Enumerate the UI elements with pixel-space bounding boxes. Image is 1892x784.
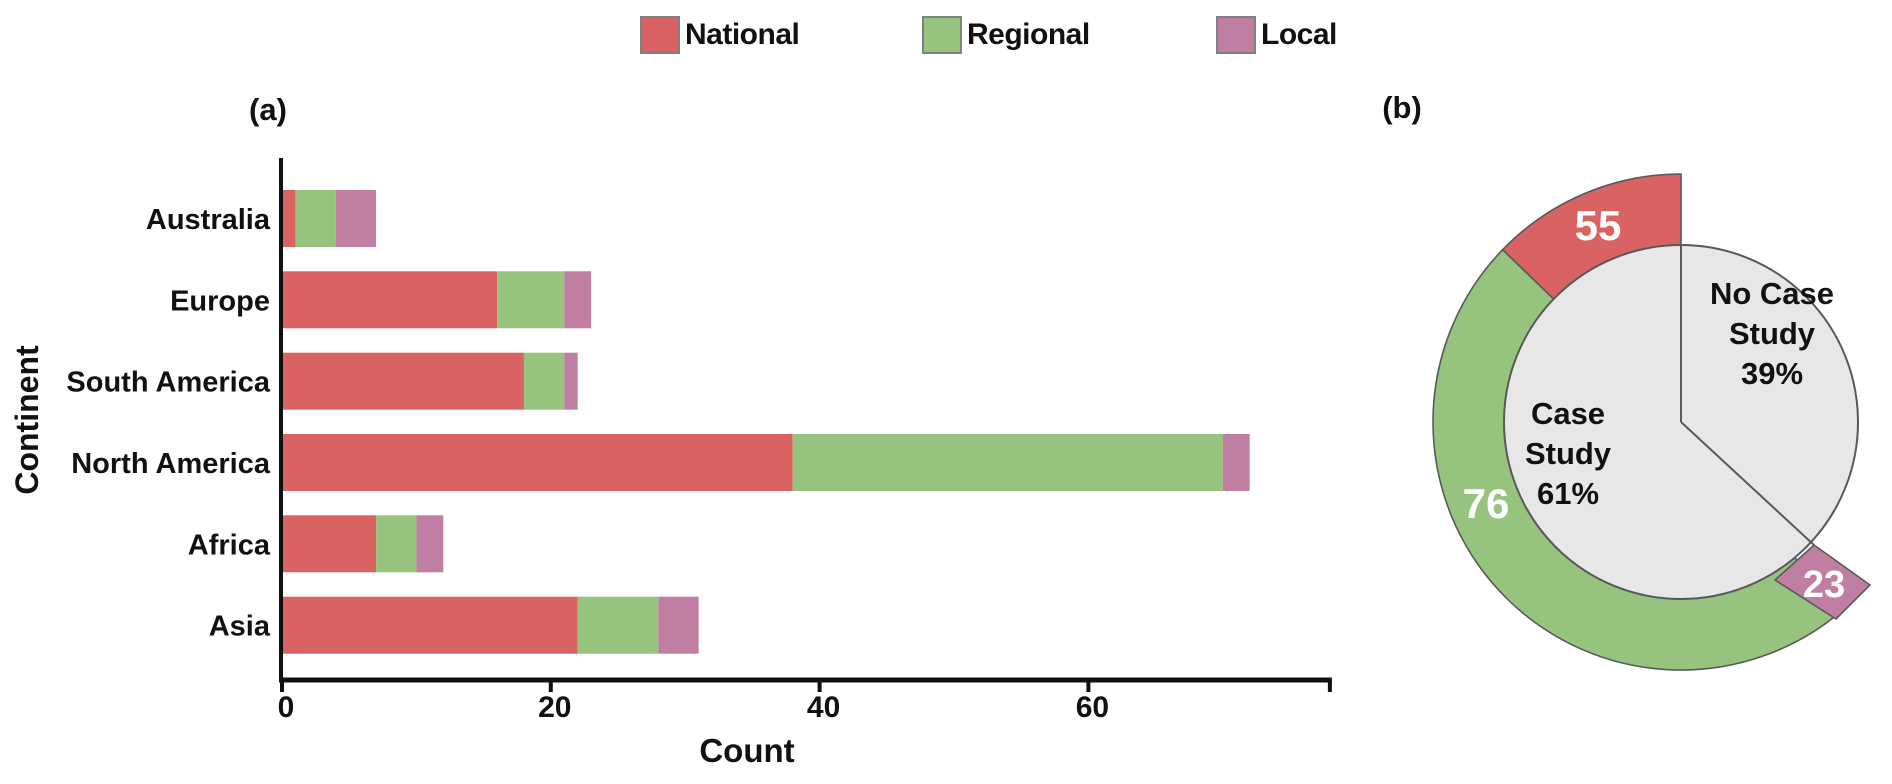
- legend-item-local: Local: [1216, 16, 1337, 54]
- ring-segment-local-diamond: [1773, 543, 1872, 621]
- no-case-study-label-line-0: No Case: [1710, 276, 1834, 311]
- ytick-label-north-america: North America: [71, 448, 271, 480]
- ytick-label-australia: Australia: [146, 204, 271, 236]
- bar-segment-africa-national: [282, 515, 377, 573]
- bar-segment-australia-national: [282, 190, 296, 247]
- bar-segment-europe-regional: [497, 271, 565, 329]
- xtick-label-40: 40: [807, 691, 840, 724]
- xtick-label-60: 60: [1076, 691, 1109, 724]
- panel-a-label: (a): [249, 92, 287, 127]
- legend: National Regional Local: [0, 0, 1892, 70]
- slice-divider-39pct: [1680, 421, 1815, 546]
- bar-segment-europe-national: [282, 271, 498, 329]
- national-swatch: [640, 16, 680, 54]
- legend-item-regional: Regional: [922, 16, 1090, 54]
- panel-b-label: (b): [1382, 90, 1422, 125]
- regional-swatch: [922, 16, 962, 54]
- bar-segment-asia-regional: [577, 596, 659, 654]
- bar-segment-north-america-national: [282, 434, 793, 491]
- legend-label-regional: Regional: [967, 18, 1090, 51]
- y-axis-title: Continent: [9, 345, 45, 495]
- bar-segment-europe-local: [564, 271, 592, 329]
- bar-segment-africa-local: [416, 515, 444, 573]
- ring-value-23: 23: [1803, 564, 1845, 606]
- local-swatch: [1216, 16, 1256, 54]
- xtick-label-0: 0: [278, 691, 295, 724]
- bar-segment-north-america-regional: [792, 434, 1223, 491]
- xtick-label-20: 20: [538, 691, 571, 724]
- bar-segment-africa-regional: [376, 515, 417, 573]
- legend-label-national: National: [685, 18, 800, 51]
- bar-segment-australia-local: [335, 190, 377, 247]
- bar-segment-australia-regional: [295, 190, 336, 247]
- bar-segment-south-america-local: [564, 352, 578, 410]
- bar-segment-north-america-local: [1222, 434, 1250, 491]
- legend-label-local: Local: [1261, 18, 1337, 51]
- case-study-label-line-1: Study: [1525, 436, 1612, 471]
- bar-segment-asia-national: [282, 596, 578, 654]
- bar-segment-south-america-regional: [523, 352, 565, 410]
- x-axis-title: Count: [699, 732, 794, 769]
- case-study-label-line-0: Case: [1531, 396, 1605, 431]
- ytick-label-asia: Asia: [209, 611, 271, 643]
- ytick-label-europe: Europe: [170, 285, 270, 317]
- legend-item-national: National: [640, 16, 800, 54]
- bar-segment-asia-local: [658, 596, 699, 654]
- ytick-label-africa: Africa: [188, 529, 271, 561]
- no-case-study-label-line-2: 39%: [1741, 356, 1803, 391]
- no-case-study-label-line-1: Study: [1729, 316, 1816, 351]
- ring-value-55: 55: [1575, 202, 1622, 249]
- bar-segment-south-america-national: [282, 352, 524, 410]
- ring-value-76: 76: [1463, 480, 1510, 527]
- ytick-label-south-america: South America: [66, 367, 270, 399]
- case-study-label-line-2: 61%: [1537, 476, 1599, 511]
